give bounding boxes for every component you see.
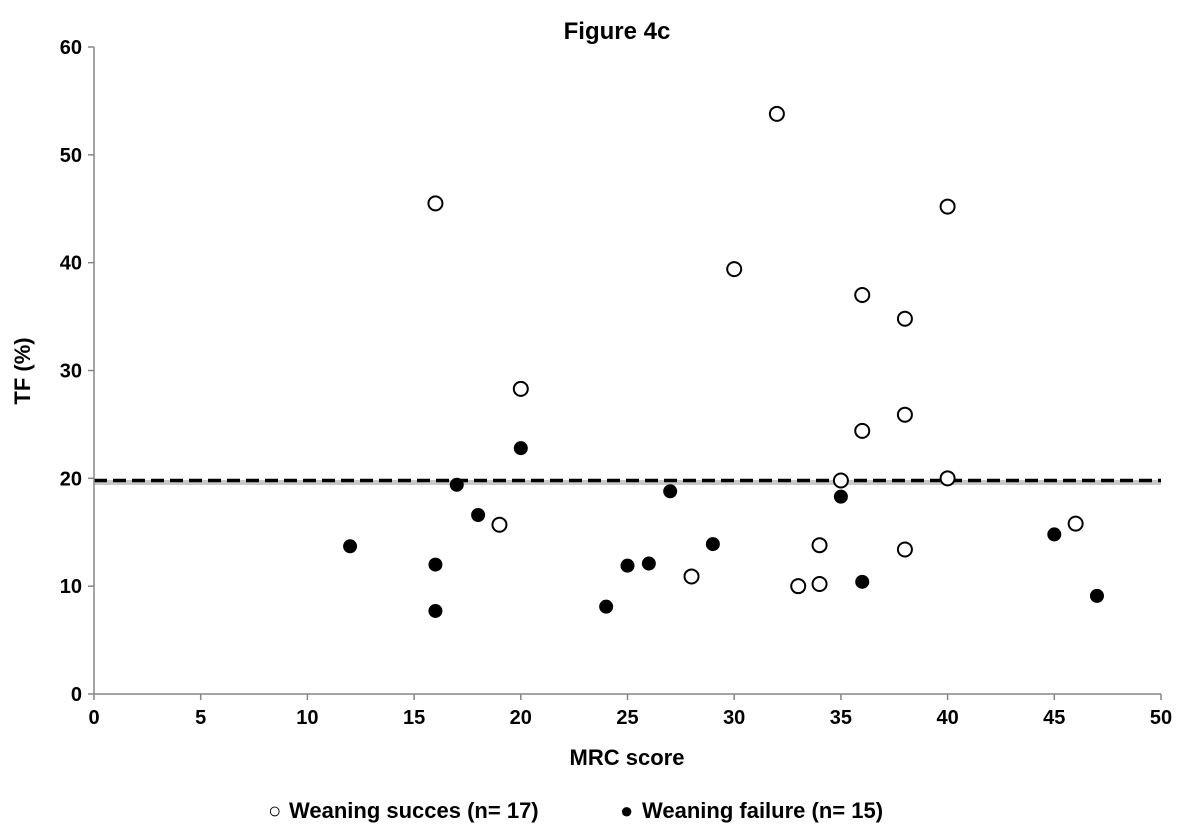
y-axis-ticks: 0 10 20 30 40 50 60 [60,37,94,706]
x-tick-label: 0 [88,707,99,729]
data-point-success [790,578,807,595]
threshold-group [94,478,1161,485]
data-point-failure [599,599,614,614]
data-point-failure [428,557,443,572]
data-point-failure [343,539,358,554]
x-tick-label: 45 [1043,707,1065,729]
data-point-success [896,406,913,423]
legend-symbol-success: ○ [268,798,281,823]
legend-label-success: Weaning succes (n= 17) [289,798,539,823]
data-point-success [512,380,529,397]
x-tick-label: 50 [1150,707,1172,729]
data-point-success [491,516,508,533]
y-tick-label: 0 [71,684,82,706]
axes [93,47,1161,695]
chart-title: Figure 4c [564,18,671,45]
y-tick-label: 20 [60,468,82,490]
legend-label-failure: Weaning failure (n= 15) [642,798,883,823]
x-tick-label: 30 [723,707,745,729]
data-point-failure [471,507,486,522]
y-tick-label: 10 [60,576,82,598]
data-point-success [939,198,956,215]
data-point-success [683,568,700,585]
data-point-failure [1047,527,1062,542]
x-tick-label: 35 [830,707,852,729]
data-point-failure [1089,588,1104,603]
data-point-success [768,105,785,122]
data-point-success [854,422,871,439]
data-point-success [896,310,913,327]
x-tick-label: 40 [936,707,958,729]
data-points [343,105,1104,618]
data-point-success [726,261,743,278]
x-tick-label: 10 [296,707,318,729]
y-tick-label: 40 [60,253,82,275]
data-point-success [811,576,828,593]
data-point-failure [449,477,464,492]
data-point-success [811,537,828,554]
data-point-failure [833,489,848,504]
x-tick-label: 25 [616,707,638,729]
data-point-failure [620,558,635,573]
x-tick-label: 20 [510,707,532,729]
x-axis-title: MRC score [570,745,685,770]
data-point-failure [513,441,528,456]
legend: ○ Weaning succes (n= 17) ● Weaning failu… [268,798,883,823]
x-tick-label: 5 [195,707,206,729]
data-point-success [427,195,444,212]
data-point-success [939,470,956,487]
data-point-success [832,472,849,489]
y-tick-label: 60 [60,37,82,59]
data-point-success [896,541,913,558]
data-point-failure [428,603,443,618]
y-axis-title: TF (%) [10,337,35,404]
y-tick-label: 50 [60,145,82,167]
data-point-success [854,287,871,304]
x-axis-ticks: 0 5 10 15 20 25 30 35 40 45 50 [88,694,1172,729]
data-point-success [1067,515,1084,532]
x-tick-label: 15 [403,707,425,729]
legend-symbol-failure: ● [620,798,633,823]
data-point-failure [641,556,656,571]
data-point-failure [663,484,678,499]
data-point-failure [855,574,870,589]
data-point-failure [705,537,720,552]
y-tick-label: 30 [60,361,82,383]
